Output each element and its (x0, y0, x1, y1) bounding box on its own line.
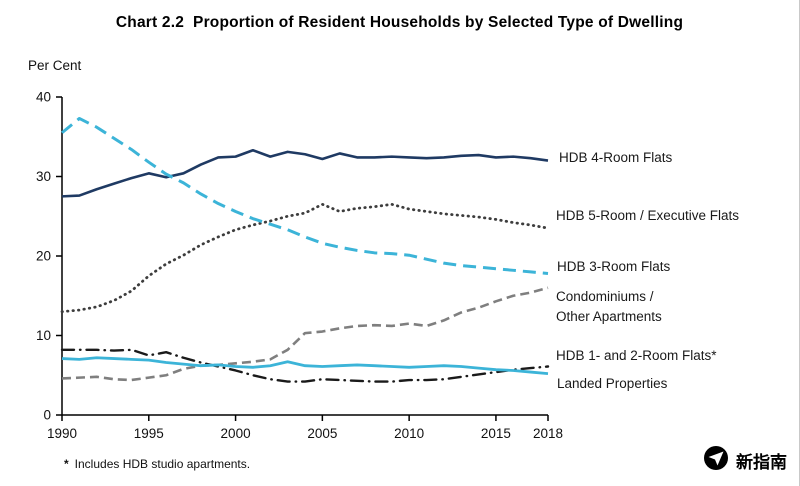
series-label-condominiums-other-apartments: Condominiums / Other Apartments (556, 289, 662, 325)
svg-text:1990: 1990 (47, 426, 77, 441)
y-axis-unit-label: Per Cent (28, 58, 82, 73)
chart-title: Chart 2.2 Proportion of Resident Househo… (115, 14, 684, 31)
series-label-hdb-1-2-room: HDB 1- and 2-Room Flats* (556, 348, 717, 363)
svg-text:20: 20 (36, 249, 51, 264)
compass-icon (703, 445, 729, 476)
svg-text:30: 30 (36, 169, 51, 184)
svg-text:2000: 2000 (221, 426, 251, 441)
series-label-hdb-3-room: HDB 3-Room Flats (557, 259, 671, 274)
svg-text:1995: 1995 (134, 426, 164, 441)
series-label-landed-properties: Landed Properties (557, 376, 668, 391)
brand-logo: 新指南 (703, 445, 787, 476)
footnote-marker: * (64, 457, 69, 471)
brand-name: 新指南 (736, 453, 787, 472)
svg-text:10: 10 (36, 328, 51, 343)
series-label-hdb-4-room: HDB 4-Room Flats (559, 150, 673, 165)
svg-text:40: 40 (36, 90, 51, 105)
svg-text:0: 0 (43, 408, 51, 423)
svg-text:2015: 2015 (481, 426, 511, 441)
svg-text:2018: 2018 (533, 426, 563, 441)
footnote-text: Includes HDB studio apartments. (74, 457, 251, 471)
svg-text:2005: 2005 (307, 426, 337, 441)
series-label-hdb-5-room-executive: HDB 5-Room / Executive Flats (556, 208, 740, 223)
footnote: * Includes HDB studio apartments. (64, 457, 250, 471)
svg-text:2010: 2010 (394, 426, 424, 441)
